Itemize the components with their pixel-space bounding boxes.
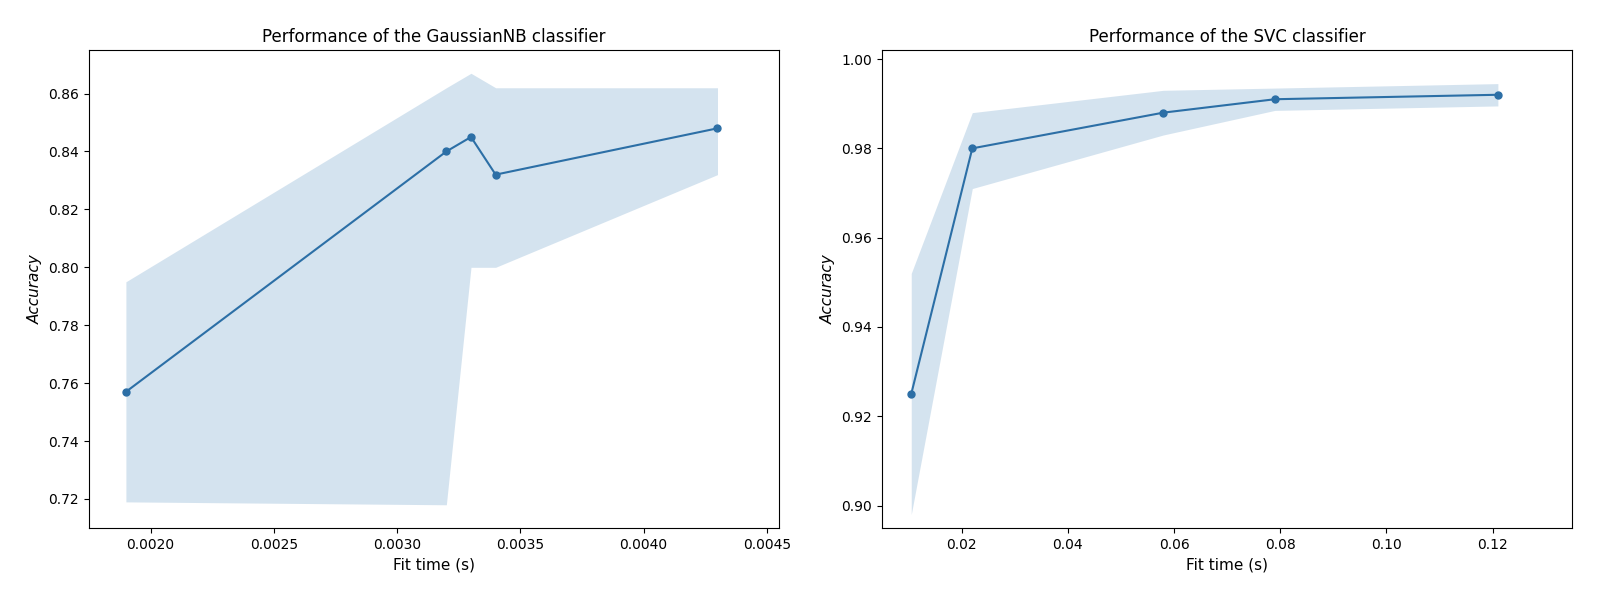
X-axis label: Fit time (s): Fit time (s): [394, 557, 475, 572]
Y-axis label: Accuracy: Accuracy: [821, 254, 835, 324]
Y-axis label: Accuracy: Accuracy: [27, 254, 43, 324]
Title: Performance of the GaussianNB classifier: Performance of the GaussianNB classifier: [262, 28, 606, 46]
X-axis label: Fit time (s): Fit time (s): [1186, 557, 1269, 572]
Title: Performance of the SVC classifier: Performance of the SVC classifier: [1088, 28, 1365, 46]
